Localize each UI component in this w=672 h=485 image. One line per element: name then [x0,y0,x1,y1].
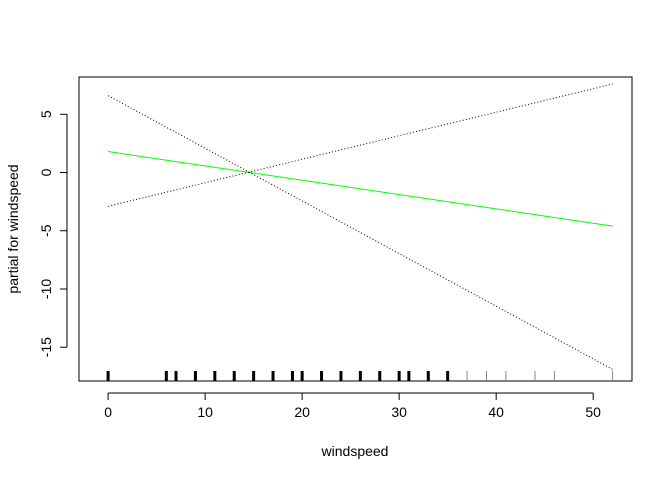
plot-frame [78,76,633,382]
x-tick-label: 10 [197,404,213,420]
y-tick-label: -5 [38,224,54,237]
lower-band-line [107,95,613,370]
upper-band-line [107,83,613,207]
series-layer [107,83,613,370]
y-tick-label: -15 [38,337,54,357]
x-tick-label: 0 [104,404,112,420]
fit-line [108,151,613,227]
x-tick-label: 40 [488,404,504,420]
y-axis-label: partial for windspeed [5,164,21,293]
x-axis: 0 10 20 30 40 50 [104,392,601,420]
x-axis-label: windspeed [321,443,389,459]
x-tick-label: 20 [294,404,310,420]
x-tick-label: 30 [391,404,407,420]
y-axis: 5 0 -5 -10 -15 [38,110,68,357]
y-tick-label: 5 [38,110,54,118]
y-tick-label: 0 [38,168,54,176]
rug-layer [106,371,614,381]
x-tick-label: 50 [585,404,601,420]
y-tick-label: -10 [38,279,54,299]
